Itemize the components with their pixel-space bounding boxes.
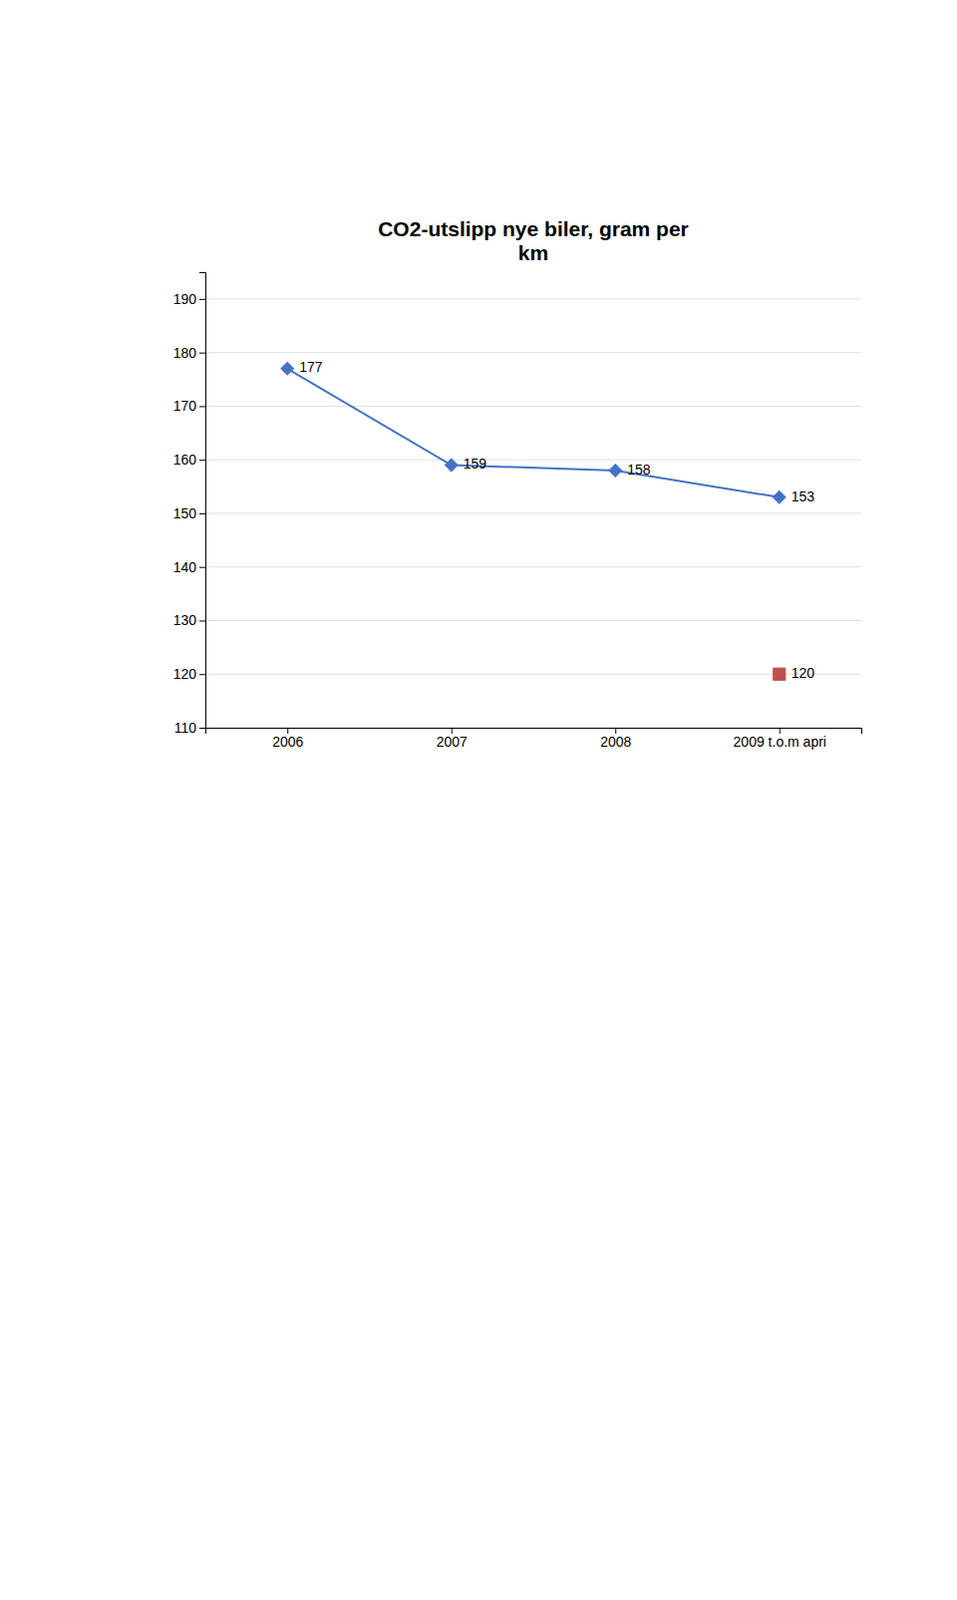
grid-line (205, 405, 862, 407)
tick-label: 2007 (436, 733, 468, 750)
title-line: CO2-utslipp nye biler, gram per (377, 217, 689, 241)
data-label: 177 (299, 358, 323, 375)
tick: 170 (173, 397, 206, 414)
tick-label: 150 (173, 505, 198, 522)
line (287, 368, 780, 498)
grid-line (205, 673, 862, 675)
tick-label: 130 (173, 612, 198, 629)
chart: CO2-utslipp nye biler, gram perkm1101201… (0, 0, 957, 1600)
y-axis: 110 120 130 140 150 160 170 180 190 (173, 273, 207, 736)
data-labels: 177 159 158 153 120 (299, 358, 815, 680)
tick-label: 160 (173, 451, 198, 468)
tick: 140 (173, 559, 206, 576)
tick-mark (199, 727, 206, 729)
marks (281, 361, 786, 680)
grid-line (205, 512, 862, 514)
data-label: 158 (627, 461, 651, 478)
grid-line (205, 298, 862, 300)
grid-line (205, 351, 862, 353)
marker (444, 458, 458, 472)
tick-label: 120 (173, 665, 198, 682)
grid-line (205, 620, 862, 622)
marker (609, 464, 623, 478)
tick: 2008 (600, 727, 632, 750)
data-label: 159 (463, 455, 488, 472)
tick-mark (199, 405, 206, 407)
tick-mark (199, 567, 206, 569)
tick-mark (199, 459, 206, 461)
tick: 150 (173, 505, 206, 522)
tick: 2009 t.o.m apri (733, 727, 827, 750)
tick-label: 2008 (600, 733, 632, 750)
tick-label: 140 (173, 559, 198, 576)
tick: 180 (173, 344, 206, 361)
tick-label: 170 (173, 397, 198, 414)
plot: 1101201301401501601701801902006200720082… (173, 273, 863, 750)
tick: 120 (173, 665, 206, 682)
marker (281, 361, 295, 375)
marker (773, 667, 786, 680)
tick: 2006 (272, 727, 304, 750)
title-line: km (518, 241, 549, 265)
tick-mark (199, 513, 206, 515)
data-label: 120 (791, 664, 816, 681)
tick-label: 190 (173, 291, 198, 308)
grid-line (205, 566, 862, 568)
tick-mark (199, 673, 206, 675)
tick-mark (199, 620, 206, 622)
grid-line (205, 459, 862, 461)
tick: 160 (173, 451, 206, 468)
tick: 2007 (436, 727, 468, 750)
data-label: 153 (791, 488, 816, 505)
tick-label: 2009 t.o.m apri (733, 733, 827, 750)
tick: 110 (174, 719, 206, 736)
tick: 130 (173, 612, 206, 629)
tick-mark (199, 299, 206, 301)
grid (205, 299, 862, 728)
tick: 190 (173, 291, 206, 308)
title: CO2-utslipp nye biler, gram perkm (377, 217, 689, 265)
tick-label: 180 (173, 344, 198, 361)
marker (772, 490, 786, 504)
x-axis: 2006 2007 2008 2009 t.o.m apri (206, 727, 863, 750)
axis-line (199, 273, 207, 729)
tick-mark (199, 352, 206, 354)
tick-label: 2006 (272, 733, 304, 750)
tick-label: 110 (174, 719, 198, 736)
